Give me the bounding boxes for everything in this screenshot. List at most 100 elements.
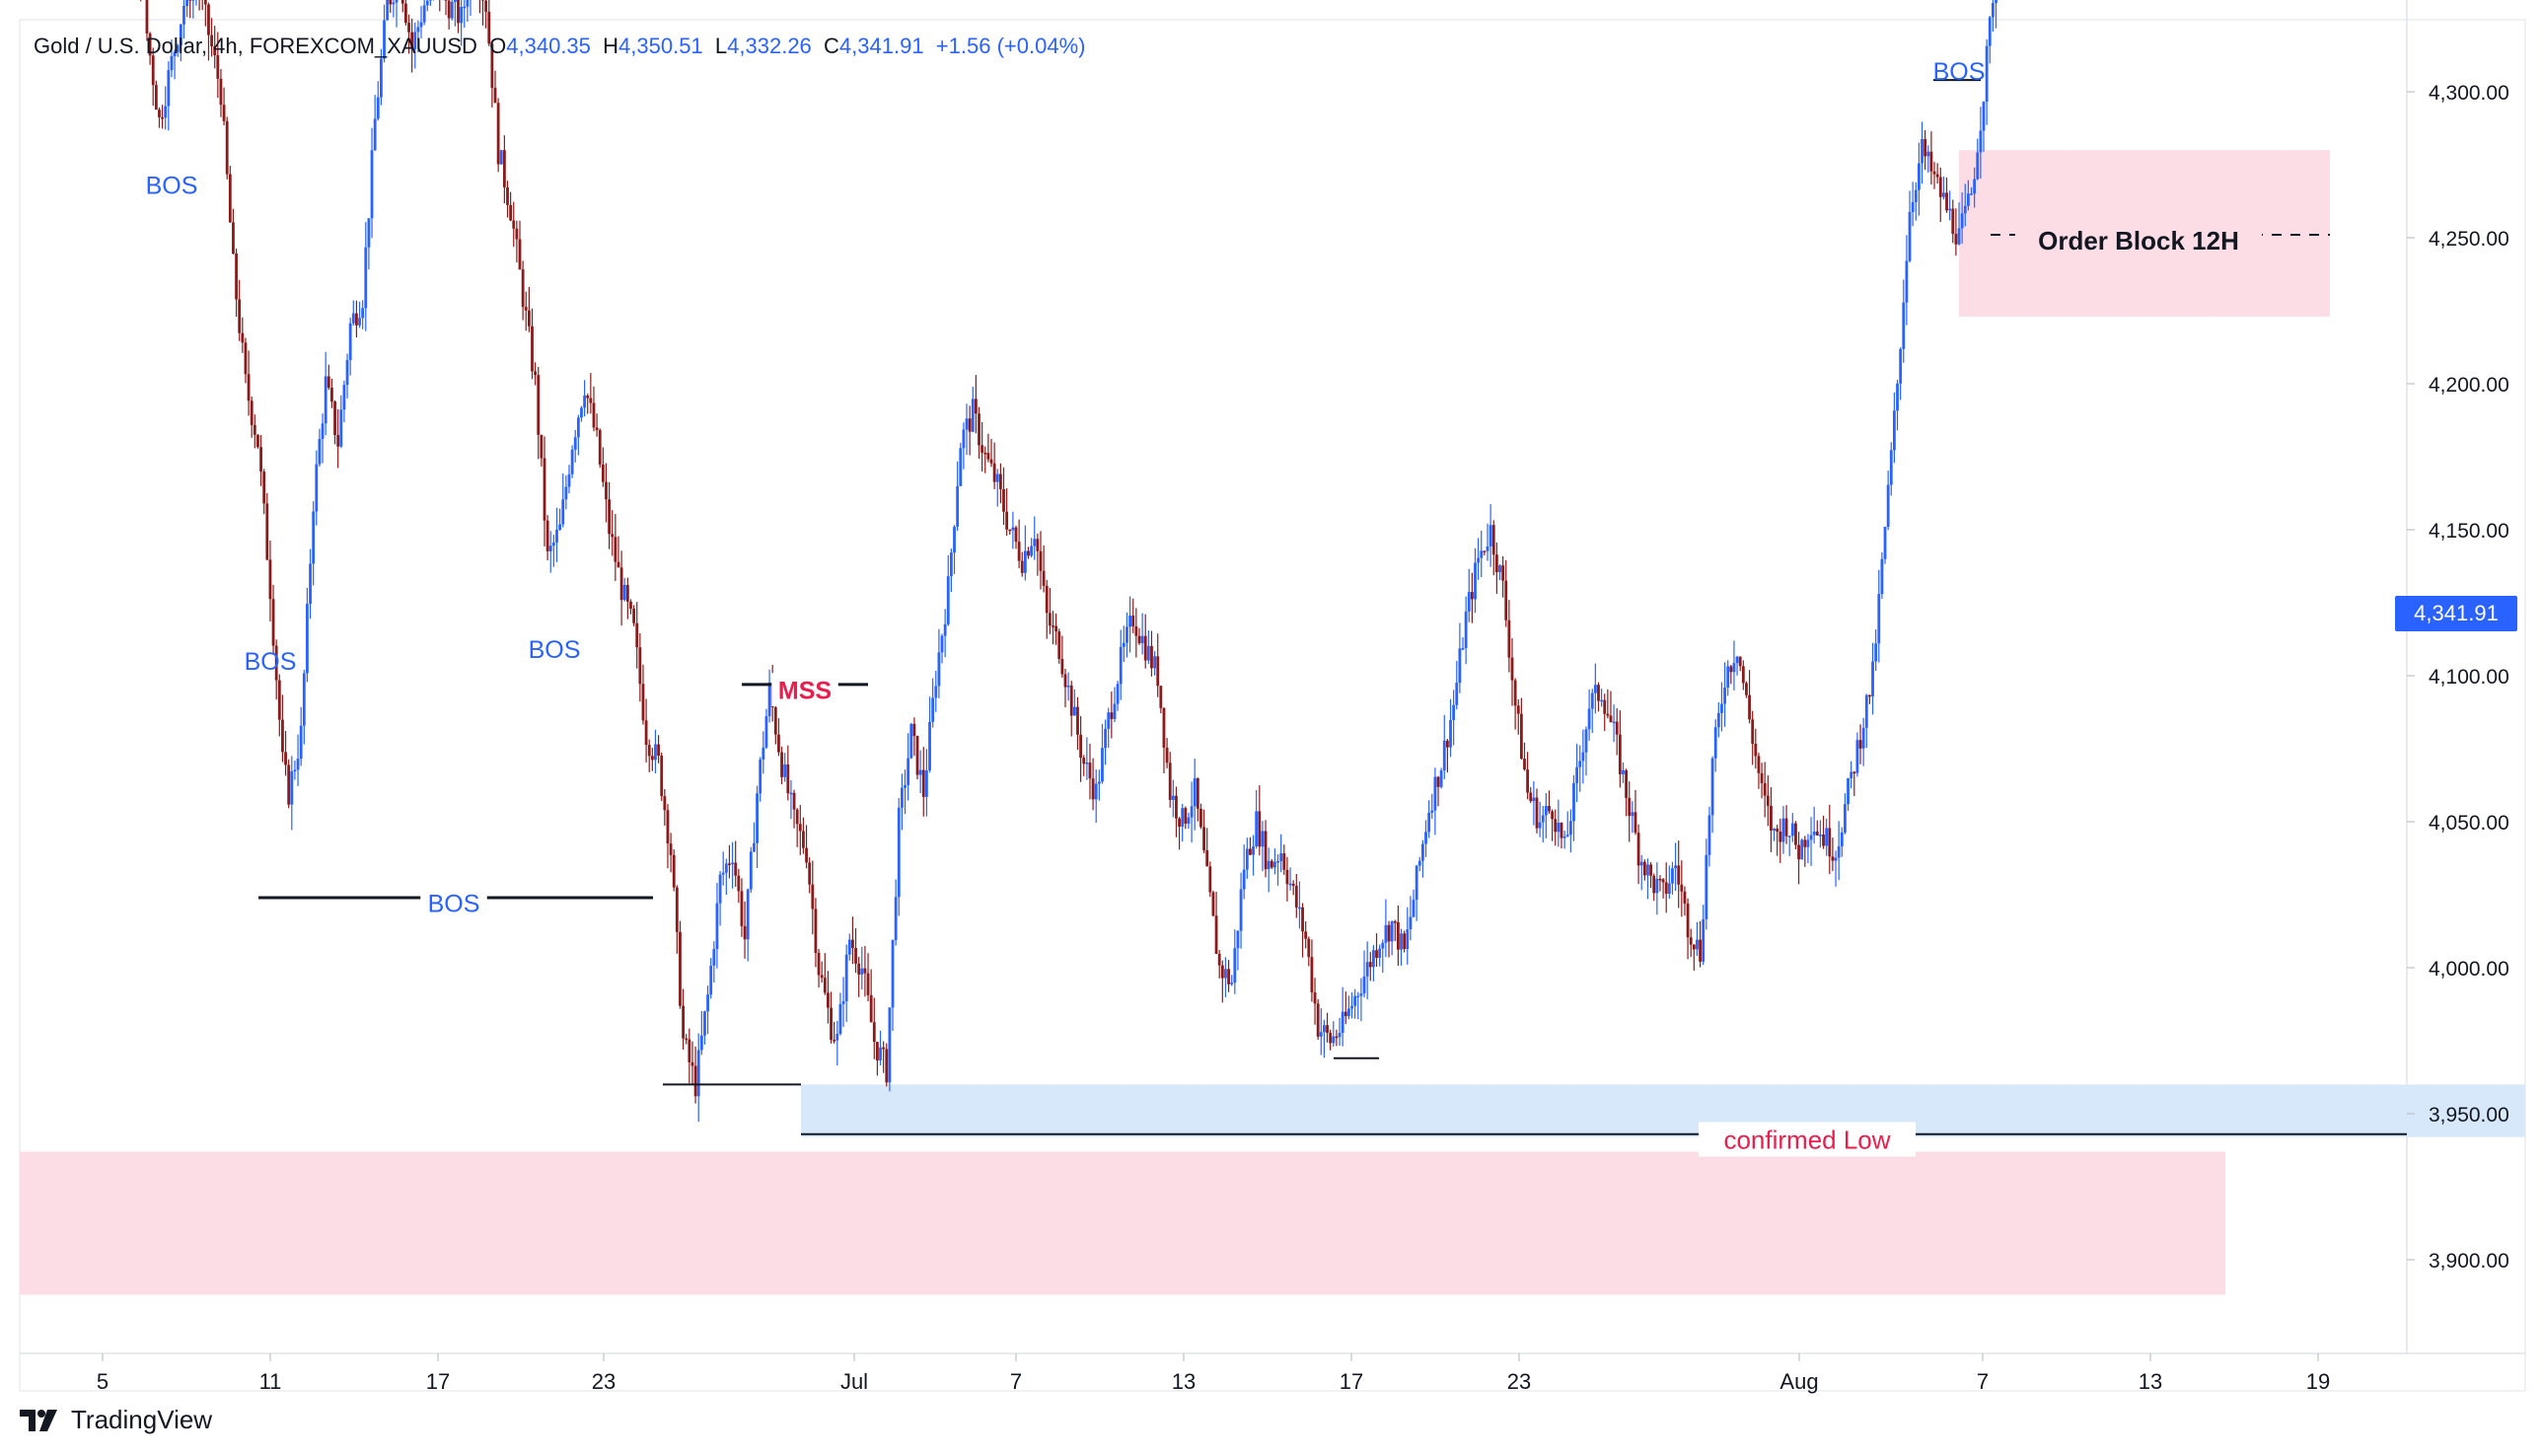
price-axis[interactable]: 3,900.00 3,950.00 4,000.00 4,050.00 4,100.00… — [2407, 0, 2509, 1273]
candle-body — [1732, 663, 1736, 673]
candle-body — [1094, 783, 1098, 800]
candle-body — [410, 32, 414, 49]
candle-body — [1178, 818, 1181, 827]
candle-body — [222, 105, 226, 121]
candle-body — [608, 499, 612, 535]
candle-body — [1439, 770, 1443, 787]
time-axis[interactable]: 5 11 17 23 Jul 7 13 17 23 Aug 7 13 19 — [97, 1353, 2330, 1394]
candle-body — [601, 464, 605, 482]
price-tick-label: 4,200.00 — [2429, 374, 2509, 397]
candle-body — [869, 994, 873, 1023]
candle-body — [1548, 806, 1551, 812]
candle-body — [617, 561, 620, 568]
candle-body — [1375, 950, 1378, 958]
candle-body — [971, 399, 975, 432]
candle-body — [1054, 625, 1058, 632]
candle-body — [1628, 797, 1632, 817]
candle-body — [271, 599, 275, 646]
candle-body — [355, 313, 358, 326]
candle-body — [315, 464, 319, 512]
candle-body — [756, 793, 759, 843]
candle-body — [1748, 694, 1751, 720]
candle-body — [1097, 781, 1101, 784]
candle-body — [1707, 815, 1711, 855]
candle-body — [287, 764, 291, 805]
candle-body — [1307, 938, 1311, 958]
candle-body — [635, 622, 639, 648]
candle-body — [444, 0, 448, 1]
candle-body — [1052, 625, 1054, 627]
candle-body — [210, 35, 213, 46]
candle-body — [654, 744, 657, 761]
candle-body — [1362, 976, 1366, 994]
candle-body — [324, 376, 327, 424]
time-tick-label: 17 — [1340, 1369, 1363, 1394]
candle-body — [734, 862, 738, 876]
candle-body — [277, 680, 281, 720]
candle-body — [1242, 869, 1246, 890]
candle-body — [1917, 163, 1921, 190]
candle-body — [1671, 868, 1674, 884]
candle-body — [1844, 804, 1847, 833]
candle-body — [1033, 539, 1037, 546]
candle-body — [564, 486, 568, 500]
candle-body — [481, 0, 484, 1]
candle-body — [1726, 666, 1730, 688]
candle-body — [777, 734, 780, 753]
candle-body — [327, 376, 330, 389]
candle-body — [1424, 832, 1427, 844]
candle-body — [1483, 550, 1487, 552]
candle-body — [1557, 823, 1561, 833]
candle-body — [1057, 631, 1061, 659]
candle-body — [1217, 953, 1221, 966]
candle-body — [959, 448, 963, 486]
candle-body — [644, 720, 648, 746]
candle-body — [1282, 853, 1286, 870]
candle-body — [817, 952, 821, 976]
candle-body — [847, 939, 851, 955]
candle-body — [709, 965, 713, 995]
candle-body — [1874, 643, 1878, 662]
candle-body — [386, 0, 390, 21]
tradingview-brand[interactable]: TradingView — [20, 1405, 212, 1435]
candle-body — [173, 51, 177, 56]
candle-body — [1976, 152, 1980, 180]
candle-body — [1751, 719, 1755, 744]
candle-body — [764, 716, 768, 748]
candle-body — [1150, 645, 1153, 669]
candle-body — [576, 417, 580, 438]
candle-body — [1239, 889, 1243, 931]
candle-body — [1045, 585, 1049, 614]
candle-body — [1027, 550, 1030, 556]
candle-body — [1538, 822, 1542, 829]
candle-body — [502, 150, 506, 187]
candle-body — [1642, 861, 1646, 876]
last-price-tag: 4,341.91 — [2395, 596, 2517, 631]
low-key: L — [714, 34, 728, 58]
candle-body — [1612, 721, 1616, 724]
candle-body — [811, 884, 815, 910]
time-tick-label: 13 — [1172, 1369, 1196, 1394]
candle-body — [1202, 827, 1205, 851]
candle-body — [1233, 948, 1237, 983]
candle-body — [235, 253, 238, 300]
candle-body — [946, 576, 950, 624]
candle-body — [1896, 383, 1899, 411]
candle-body — [1636, 833, 1640, 866]
candle-body — [657, 744, 660, 756]
candle-body — [1356, 995, 1360, 998]
symbol-ohlc-legend: Gold / U.S. Dollar, 4h, FOREXCOM_XAUUSD … — [34, 34, 1085, 59]
candle-body — [400, 0, 404, 4]
candle-body — [521, 269, 525, 308]
candle-body — [182, 5, 185, 25]
candle-body — [798, 824, 802, 832]
candle-body — [1196, 777, 1199, 809]
candle-body — [213, 45, 217, 55]
candle-body — [1667, 883, 1671, 895]
candle-body — [915, 736, 919, 775]
candle-body — [524, 307, 528, 311]
time-tick-label: 7 — [1010, 1369, 1022, 1394]
candle-body — [380, 58, 383, 98]
candle-body — [1797, 844, 1800, 860]
